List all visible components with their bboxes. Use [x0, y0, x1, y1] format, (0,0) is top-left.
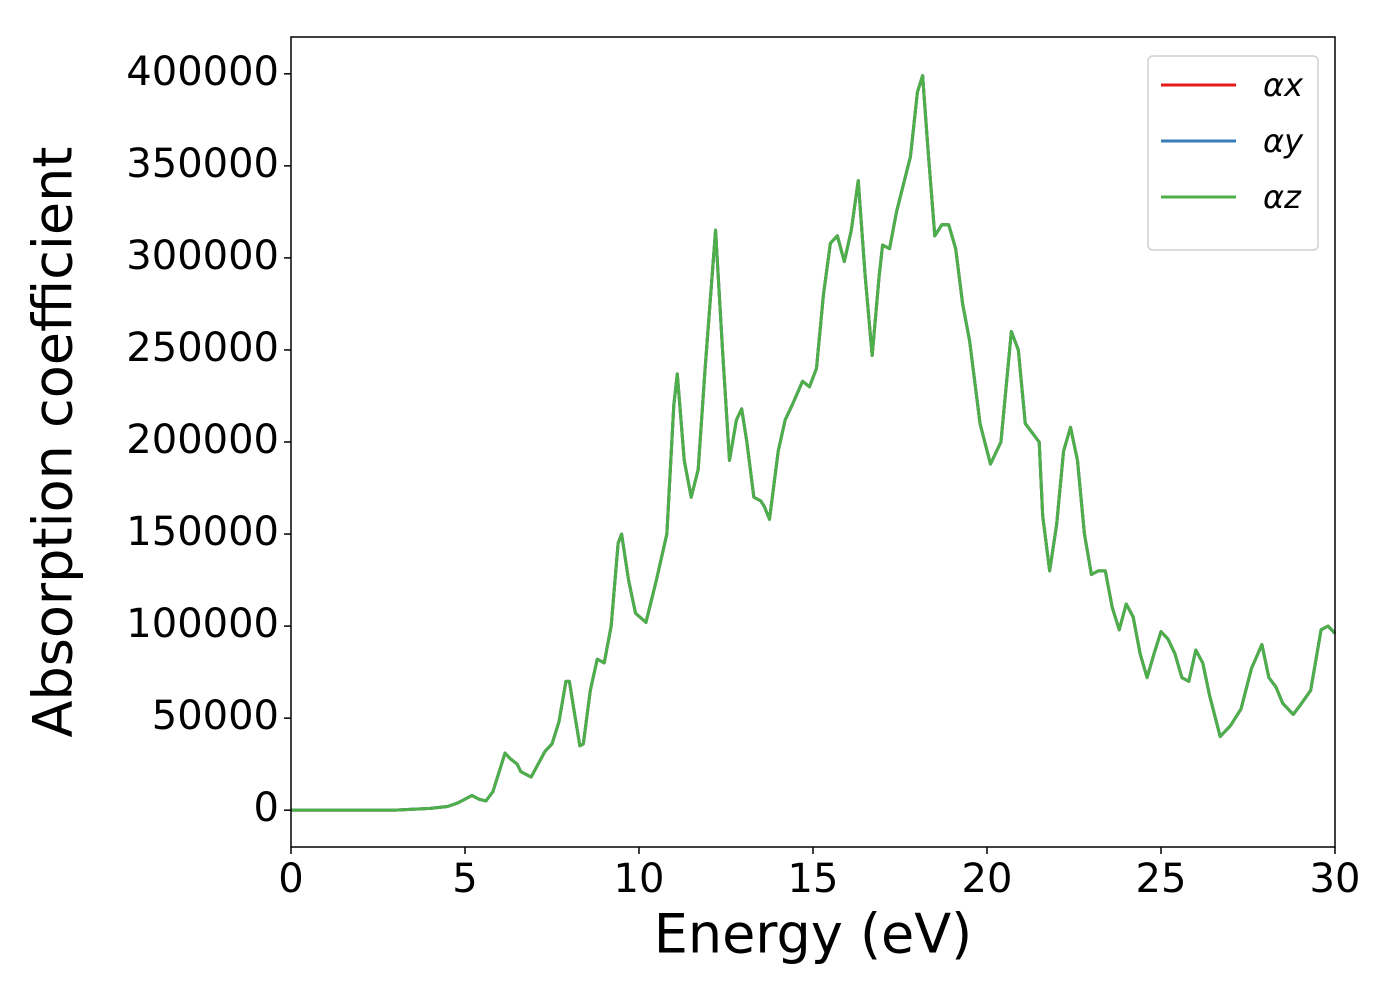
plot-frame [290, 36, 1336, 848]
y-axis-label: Absorption coefficient [22, 147, 85, 738]
legend-label: αx [1263, 66, 1304, 104]
y-tick-label: 250000 [126, 325, 279, 371]
x-tick-label: 30 [1310, 856, 1361, 902]
x-tick-label: 5 [452, 856, 477, 902]
legend-label: αz [1263, 178, 1302, 216]
line [291, 74, 1337, 812]
x-tick-label: 20 [962, 856, 1013, 902]
legend-label: αy [1263, 122, 1304, 160]
y-tick-label: 300000 [126, 233, 279, 279]
y-tick-label: 150000 [126, 509, 279, 555]
y-tick-label: 200000 [126, 417, 279, 463]
x-tick-label: 25 [1136, 856, 1187, 902]
x-tick-label: 10 [614, 856, 665, 902]
y-tick-label: 50000 [152, 693, 279, 739]
y-tick-label: 350000 [126, 141, 279, 187]
legend-box [1147, 55, 1319, 251]
x-tick-label: 0 [278, 856, 303, 902]
y-tick-label: 0 [254, 785, 279, 831]
x-axis-label: Energy (eV) [654, 903, 973, 966]
y-tick-label: 400000 [126, 49, 279, 95]
x-tick-label: 15 [788, 856, 839, 902]
y-tick-label: 100000 [126, 601, 279, 647]
